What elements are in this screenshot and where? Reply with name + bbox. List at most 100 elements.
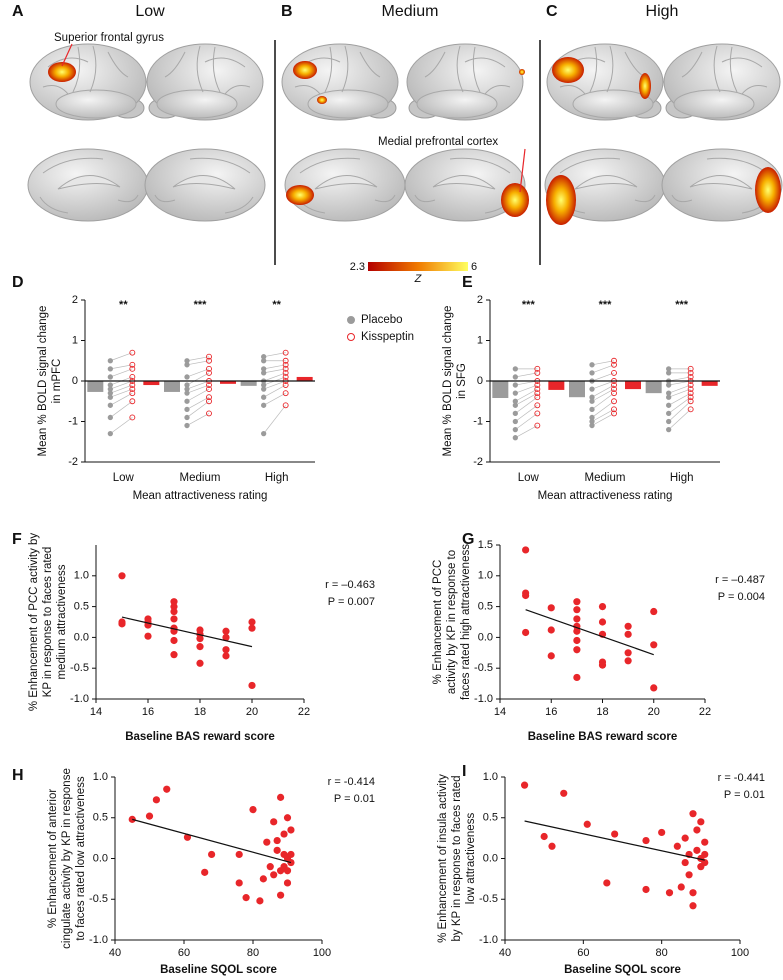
point <box>273 846 281 854</box>
point <box>658 828 666 837</box>
pair-line <box>591 364 615 374</box>
pair-line <box>515 413 538 430</box>
point <box>196 635 204 643</box>
point <box>611 410 617 417</box>
pair-line <box>263 364 286 370</box>
point <box>206 394 212 401</box>
point <box>261 358 267 364</box>
y-axis-label: % Enhancement of anterior <box>47 789 59 929</box>
y-tick-label: 0 <box>72 375 78 387</box>
x-tick-label: 22 <box>298 706 310 718</box>
pair-line <box>668 392 691 406</box>
point <box>681 834 689 842</box>
point <box>118 572 126 580</box>
point <box>282 382 289 388</box>
pair-line <box>515 384 538 394</box>
point <box>206 369 212 376</box>
significance: ** <box>119 299 128 311</box>
pair-line <box>668 400 691 422</box>
point <box>196 659 204 667</box>
x-tick-label: Low <box>518 472 540 484</box>
point <box>201 868 209 876</box>
y-axis-label: KP in response to faces rated <box>42 547 54 698</box>
point <box>184 398 190 404</box>
point <box>282 349 289 356</box>
pair-line <box>591 409 615 422</box>
y-tick-label: -1.0 <box>70 693 89 705</box>
point <box>666 426 672 433</box>
stat-annotation: r = –0.463 <box>325 579 375 591</box>
point <box>107 358 113 364</box>
point <box>512 435 518 441</box>
point <box>611 830 619 838</box>
point <box>107 366 113 372</box>
y-axis-label: to faces rated low attractiveness <box>75 776 87 941</box>
panel-title: Low <box>135 3 165 20</box>
pair-line <box>591 360 615 366</box>
fit-line <box>524 820 705 861</box>
point <box>687 406 694 413</box>
pair-line <box>515 392 538 406</box>
y-tick-label: 1.0 <box>478 570 493 582</box>
pair-line <box>515 372 538 378</box>
pair-line <box>591 380 615 390</box>
x-tick-label: Medium <box>585 472 626 484</box>
pair-line <box>263 405 286 434</box>
point <box>611 369 617 376</box>
stat-annotation: P = 0.004 <box>718 591 765 603</box>
pair-line <box>110 352 133 362</box>
point <box>534 382 541 388</box>
point <box>666 410 672 417</box>
pair-line <box>591 384 615 398</box>
point <box>693 826 701 834</box>
x-axis-label: Baseline BAS reward score <box>528 731 678 743</box>
stat-annotation: r = -0.441 <box>718 772 765 784</box>
point <box>547 604 555 612</box>
bar <box>87 381 104 392</box>
bar <box>164 381 180 392</box>
point <box>118 620 126 628</box>
point <box>129 390 136 397</box>
significance: *** <box>522 299 536 311</box>
point <box>534 410 541 417</box>
point <box>522 546 530 554</box>
bar <box>220 381 236 384</box>
point <box>248 681 256 690</box>
pair-line <box>110 392 133 406</box>
y-tick-label: -1.0 <box>89 934 108 946</box>
x-axis-label: Baseline SQOL score <box>160 964 277 976</box>
fit-line <box>121 616 253 648</box>
panel-letter: H <box>12 767 24 784</box>
point <box>145 812 154 820</box>
bar <box>240 381 257 386</box>
x-tick-label: Low <box>113 472 135 484</box>
point <box>534 394 541 401</box>
point <box>222 652 230 660</box>
y-axis-label: Mean % BOLD signal change <box>442 306 454 457</box>
point <box>589 370 595 376</box>
point <box>235 850 243 859</box>
point <box>534 386 541 393</box>
point <box>687 398 694 405</box>
y-tick-label: 2 <box>72 294 78 306</box>
point <box>261 430 267 437</box>
pair-line <box>110 364 133 370</box>
point <box>547 626 555 634</box>
point <box>573 673 581 682</box>
point <box>611 382 617 388</box>
panel-letter: E <box>462 274 473 291</box>
x-tick-label: 16 <box>545 706 557 718</box>
point <box>677 883 685 891</box>
point <box>522 628 530 637</box>
point <box>665 889 674 897</box>
y-axis-label: by KP in response to faces rated <box>451 776 463 942</box>
point <box>573 598 581 606</box>
point <box>701 850 709 859</box>
point <box>261 394 267 400</box>
point <box>611 357 617 364</box>
point <box>642 836 650 845</box>
point <box>687 374 694 380</box>
point <box>184 362 190 368</box>
pair-line <box>668 384 691 394</box>
